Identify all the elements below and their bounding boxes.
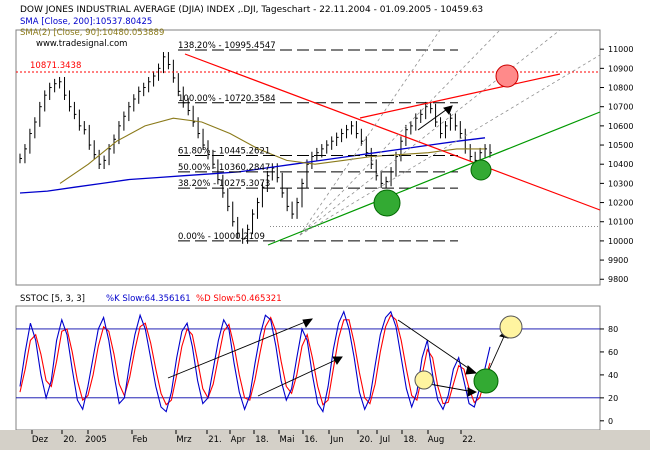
x-tick-label: 2005 — [85, 435, 107, 445]
price-tick-label: 10000 — [608, 237, 633, 246]
x-tick-label: 16. — [304, 435, 318, 445]
fib-label: 50.00% - 10360.2847 — [178, 163, 270, 173]
stoch-green-circle — [473, 368, 499, 394]
x-tick-label: Dez — [32, 435, 49, 445]
price-tick-label: 10900 — [608, 64, 633, 73]
stoch-k-line — [19, 310, 491, 414]
sma200-legend: SMA [Close, 200]:10537.80425 — [20, 17, 152, 27]
x-tick-label: 20. — [63, 435, 77, 445]
x-tick-label: 20. — [359, 435, 373, 445]
x-tick-label: Mai — [280, 435, 295, 445]
fibonacci-layer: 138.20% - 10995.4547 100.00% - 10720.3584… — [178, 41, 600, 242]
x-tick-label: 21. — [208, 435, 222, 445]
x-tick-label: Feb — [132, 435, 147, 445]
stoch-tick-label: 20 — [608, 394, 618, 403]
x-axis: Dez 20. 2005 Feb Mrz 21. Apr 18. Mai 16. Jun 20. Jul… — [31, 430, 476, 445]
x-tick-label: 18. — [403, 435, 417, 445]
yellow-circle-marker — [499, 315, 523, 339]
red-circle-marker — [495, 64, 519, 88]
downtrend-line — [184, 53, 601, 211]
price-layer — [19, 52, 492, 244]
fib-label: 38.20% - 10275.3073 — [178, 179, 270, 189]
stoch-tick-label: 40 — [608, 371, 618, 380]
gann-fan-lines — [299, 29, 601, 236]
price-tick-label: 10200 — [608, 199, 633, 208]
price-tick-label: 10400 — [608, 160, 633, 169]
price-tick-label: 9800 — [608, 275, 628, 284]
stoch-prefix: SSTOC [5, 3, 3] — [20, 294, 85, 304]
support-trend-line — [267, 111, 601, 246]
stoch-layer — [16, 310, 600, 414]
x-tick-label: Jun — [329, 435, 343, 445]
website-label: www.tradesignal.com — [36, 39, 127, 49]
fib-label: 61.80% - 10445.2621 — [178, 147, 270, 157]
level-label: 10871.3438 — [30, 61, 81, 71]
price-tick-label: 10300 — [608, 179, 633, 188]
stoch-y-axis: 80 60 40 20 0 — [600, 325, 618, 426]
x-tick-label: 18. — [255, 435, 269, 445]
x-tick-label: Jul — [379, 435, 390, 445]
x-tick-label: Aug — [428, 435, 445, 445]
stoch-d-line — [19, 314, 491, 406]
stoch-d-legend: %D Slow:50.465321 — [196, 294, 282, 304]
price-tick-label: 9900 — [608, 256, 628, 265]
green-circle-marker — [373, 189, 401, 217]
price-tick-label: 10700 — [608, 103, 633, 112]
sma90-legend: SMA(2) [Close, 90]:10480.053889 — [20, 28, 164, 38]
price-arrows — [417, 105, 453, 131]
stoch-k-legend: %K Slow:64.356161 — [106, 294, 191, 304]
price-tick-label: 10100 — [608, 218, 633, 227]
sma90-line — [59, 117, 485, 184]
fib-label: 0.00% - 10000.2109 — [178, 232, 265, 242]
yellow-circle-marker-2 — [414, 370, 434, 390]
price-y-axis: 11000 10900 10800 10700 10600 10500 10400 10300… — [600, 45, 633, 284]
stoch-tick-label: 0 — [608, 417, 613, 426]
price-tick-label: 10600 — [608, 122, 633, 131]
price-tick-label: 11000 — [608, 45, 633, 54]
stoch-tick-label: 60 — [608, 348, 618, 357]
x-tick-label: Mrz — [176, 435, 192, 445]
green-circle-marker-2 — [470, 159, 492, 181]
upper-trend-line — [359, 73, 561, 119]
price-tick-label: 10800 — [608, 84, 633, 93]
chart-title: DOW JONES INDUSTRIAL AVERAGE (DJIA) INDE… — [20, 5, 483, 15]
fib-label: 138.20% - 10995.4547 — [178, 41, 276, 51]
sma200-line — [19, 137, 486, 194]
stoch-tick-label: 80 — [608, 325, 618, 334]
x-tick-label: 22. — [462, 435, 476, 445]
x-tick-label: Apr — [231, 435, 246, 445]
price-tick-label: 10500 — [608, 141, 633, 150]
fib-label: 100.00% - 10720.3584 — [178, 94, 276, 104]
x-axis-strip — [0, 430, 650, 450]
